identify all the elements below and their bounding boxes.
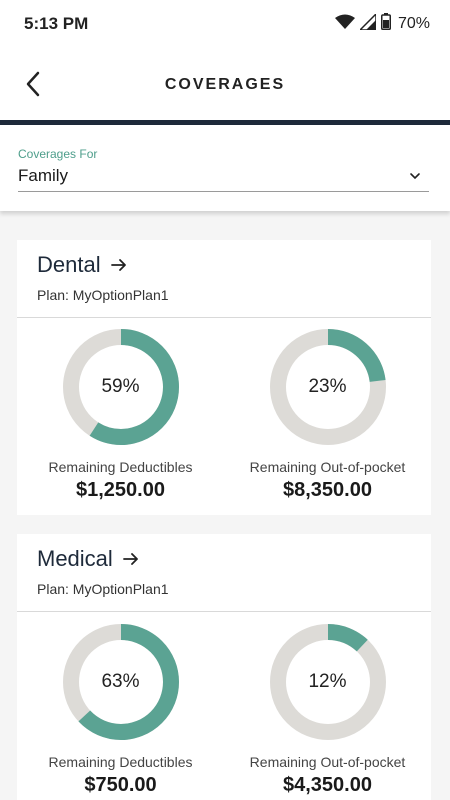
card-header: Medical Plan: MyOptionPlan1: [17, 534, 431, 612]
metric-label: Remaining Deductibles: [48, 754, 193, 770]
remaining-out-of-pocket-metric: 12% Remaining Out-of-pocket $4,350.00: [224, 622, 431, 797]
status-time: 5:13 PM: [24, 14, 89, 33]
donut-progress: [269, 624, 386, 740]
donut-chart: 63%: [61, 622, 181, 742]
coverage-card-medical: Medical Plan: MyOptionPlan1 63% Remainin…: [17, 534, 431, 800]
coverage-card-dental: Dental Plan: MyOptionPlan1 59% Remaining…: [17, 240, 431, 515]
donut-percent: 63%: [101, 671, 140, 692]
donut-progress: [269, 329, 386, 445]
page-title: COVERAGES: [164, 76, 286, 93]
coverages-for-select[interactable]: Family: [18, 165, 429, 192]
arrow-right-icon: [122, 553, 138, 565]
metric-label: Remaining Out-of-pocket: [249, 754, 406, 770]
back-button[interactable]: [20, 70, 48, 98]
card-title: Dental: [37, 252, 101, 277]
donut-chart: 23%: [268, 327, 388, 447]
metric-amount: $1,250.00: [76, 479, 165, 501]
remaining-deductibles-metric: 59% Remaining Deductibles $1,250.00: [17, 327, 224, 502]
battery-percent: 70%: [397, 15, 430, 32]
donut-progress: [62, 624, 179, 740]
metric-amount: $750.00: [84, 774, 157, 796]
battery-icon: [380, 13, 391, 35]
status-icons: 70%: [334, 11, 430, 35]
card-title: Medical: [37, 546, 113, 571]
status-bar: 5:13 PM 70%: [0, 0, 450, 48]
coverages-for-label: Coverages For: [18, 147, 98, 161]
plan-name: Plan: MyOptionPlan1: [37, 581, 169, 597]
remaining-out-of-pocket-metric: 23% Remaining Out-of-pocket $8,350.00: [224, 327, 431, 502]
medical-title-link[interactable]: Medical: [37, 546, 139, 572]
plan-name: Plan: MyOptionPlan1: [37, 287, 169, 303]
donut-percent: 59%: [101, 376, 140, 397]
remaining-deductibles-metric: 63% Remaining Deductibles $750.00: [17, 622, 224, 797]
metric-label: Remaining Deductibles: [48, 459, 193, 475]
donut-chart: 59%: [61, 327, 181, 447]
donut-percent: 12%: [308, 671, 347, 692]
donut-chart: 12%: [268, 622, 388, 742]
metric-amount: $4,350.00: [283, 774, 372, 796]
dental-title-link[interactable]: Dental: [37, 252, 127, 278]
wifi-icon: [334, 14, 355, 35]
coverage-filter-panel: Coverages For Family: [0, 125, 450, 211]
app-header: COVERAGES: [0, 48, 450, 120]
metric-label: Remaining Out-of-pocket: [249, 459, 406, 475]
card-header: Dental Plan: MyOptionPlan1: [17, 240, 431, 318]
metric-amount: $8,350.00: [283, 479, 372, 501]
header-divider: [0, 120, 450, 125]
arrow-right-icon: [110, 259, 126, 271]
donut-percent: 23%: [308, 376, 347, 397]
cell-signal-icon: [358, 11, 377, 35]
donut-progress: [62, 329, 179, 445]
chevron-down-icon: [409, 169, 421, 181]
coverages-for-value: Family: [18, 166, 69, 185]
back-arrow-icon: [26, 71, 40, 97]
